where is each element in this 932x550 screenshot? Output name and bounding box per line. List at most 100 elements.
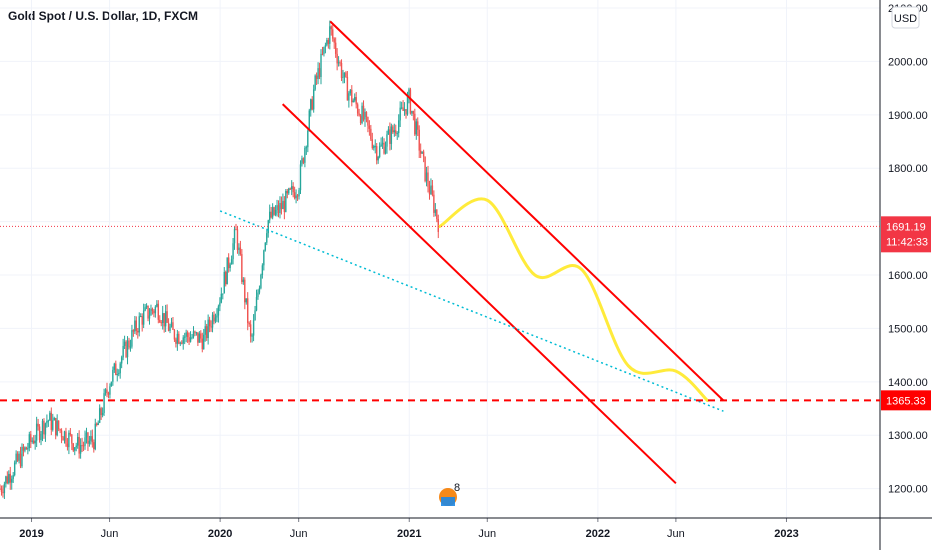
candle-up (148, 315, 151, 319)
candle-up (156, 303, 158, 307)
candle-up (374, 146, 376, 148)
candle-down (333, 38, 335, 43)
candle-down (241, 254, 243, 282)
candle-up (386, 134, 388, 147)
candle-down (405, 109, 407, 115)
candle-up (323, 46, 325, 54)
candle-down (201, 338, 203, 350)
candle-up (400, 107, 403, 109)
candle-down (57, 420, 60, 430)
candle-up (138, 316, 140, 333)
candle-down (362, 105, 365, 120)
candle-up (380, 144, 382, 147)
candle-down (431, 185, 434, 195)
candle-up (255, 297, 258, 311)
candle-down (72, 443, 74, 451)
candle-up (34, 440, 36, 444)
candle-up (122, 345, 124, 358)
candle-up (230, 259, 233, 265)
candle-down (188, 337, 190, 342)
candle-up (233, 229, 236, 244)
candle-up (312, 89, 315, 110)
candle-up (421, 151, 423, 154)
candle-up (189, 337, 192, 342)
candle-down (197, 332, 199, 343)
candle-up (288, 188, 290, 194)
candle-up (47, 420, 50, 422)
candle-down (66, 443, 69, 448)
candle-down (249, 324, 252, 337)
candle-down (371, 139, 374, 149)
candle-down (157, 303, 160, 320)
last-price-value: 1691.19 (886, 221, 926, 233)
candle-down (283, 200, 286, 212)
candle-up (35, 423, 38, 441)
candle-up (251, 335, 253, 337)
candle-down (414, 113, 416, 135)
candle-up (110, 381, 113, 387)
candle-up (15, 453, 17, 463)
candle-down (78, 436, 80, 454)
candle-up (119, 363, 121, 374)
candle-up (342, 76, 344, 78)
y-tick-label: 2000.00 (888, 56, 928, 68)
candle-up (21, 446, 23, 467)
candle-down (194, 331, 196, 333)
candle-down (277, 205, 280, 213)
candle-down (135, 320, 138, 331)
candle-up (90, 436, 92, 441)
candle-up (40, 433, 42, 440)
candle-up (317, 68, 319, 79)
candle-down (383, 142, 385, 154)
candle-down (2, 491, 4, 494)
candle-down (115, 363, 117, 376)
candle-down (293, 192, 296, 199)
candle-up (219, 302, 221, 307)
candle-down (166, 311, 168, 323)
candle-up (261, 265, 264, 275)
candle-down (60, 430, 63, 438)
candle-down (356, 104, 359, 114)
candle-down (270, 211, 272, 218)
candle-up (126, 340, 129, 358)
candle-up (310, 99, 312, 111)
candle-up (390, 126, 393, 144)
candle-up (326, 40, 328, 46)
candle-down (302, 158, 305, 163)
candle-up (46, 420, 48, 424)
candle-down (419, 150, 422, 154)
candle-up (56, 420, 58, 436)
channel-upper-line (329, 20, 725, 402)
candle-up (41, 420, 44, 434)
candle-up (411, 110, 413, 114)
candle-down (248, 322, 250, 325)
candle-up (169, 326, 171, 331)
candle-down (163, 313, 165, 327)
candle-down (69, 432, 72, 435)
candle-up (378, 146, 381, 157)
candle-down (59, 429, 61, 431)
x-tick-label: Jun (478, 528, 496, 540)
candle-down (235, 229, 237, 231)
candle-up (415, 121, 417, 135)
candle-down (424, 156, 426, 182)
candle-down (87, 432, 89, 444)
candle-up (97, 422, 99, 426)
candle-down (351, 89, 353, 103)
candle-down (292, 186, 294, 193)
candle-down (345, 72, 347, 77)
candle-up (263, 250, 265, 266)
candle-up (109, 386, 111, 395)
candle-down (409, 89, 412, 114)
candle-down (273, 207, 275, 215)
candle-down (367, 116, 369, 126)
candle-down (9, 473, 11, 483)
candle-down (107, 392, 110, 395)
candle-down (327, 40, 330, 44)
candle-down (422, 151, 425, 157)
candle-up (144, 307, 146, 311)
candle-down (355, 97, 357, 105)
candle-down (0, 488, 3, 492)
candle-down (50, 412, 53, 430)
